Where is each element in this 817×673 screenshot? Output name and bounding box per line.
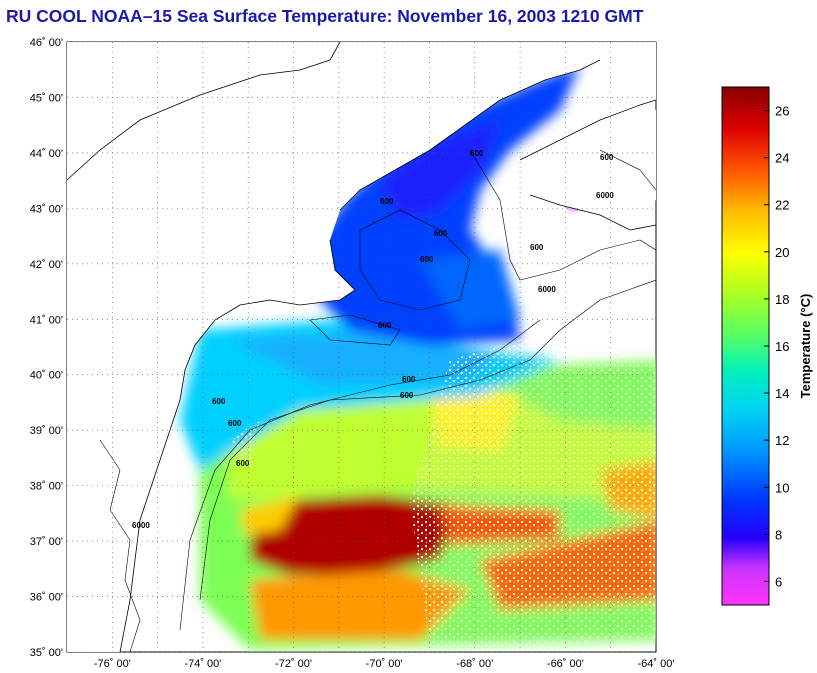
latitude-label: 42˚ 00' <box>30 259 63 271</box>
longitude-label: -68˚ 00' <box>456 658 493 670</box>
latitude-label: 35˚ 00' <box>30 647 63 659</box>
isobaths <box>179 149 656 631</box>
isobath-label: 6000 <box>132 521 150 530</box>
isobath-label: 600 <box>236 459 250 468</box>
longitude-label: -74˚ 00' <box>184 658 221 670</box>
latitude-label: 39˚ 00' <box>30 425 63 437</box>
coastlines <box>67 42 656 652</box>
sst-field <box>67 42 656 652</box>
isobath-label: 600 <box>400 391 414 400</box>
graticule <box>67 41 656 653</box>
longitude-label: -64˚ 00' <box>638 658 675 670</box>
latitude-label: 36˚ 00' <box>30 592 63 604</box>
colorbar-gradient <box>721 86 770 606</box>
isobath-label: 600 <box>402 375 416 384</box>
colorbar-tick-label: 24 <box>775 151 789 166</box>
latitude-label: 46˚ 00' <box>30 37 63 49</box>
colorbar-tick-label: 18 <box>775 292 789 307</box>
isobath-label: 6000 <box>538 285 556 294</box>
latitude-labels: 46˚ 00' 45˚ 00' 44˚ 00' 43˚ 00' 42˚ 00' 41˚ 0… <box>30 37 63 659</box>
isobath-label: 600 <box>212 397 226 406</box>
isobath-label: 600 <box>378 321 392 330</box>
colorbar-tick-label: 6 <box>775 574 782 589</box>
longitude-label: -76˚ 00' <box>94 658 131 670</box>
latitude-label: 41˚ 00' <box>30 314 63 326</box>
longitude-label: -72˚ 00' <box>275 658 312 670</box>
colorbar-label: Temperature (°C) <box>798 294 813 399</box>
colorbar-ticks: 26 24 22 20 18 16 14 12 10 8 6 <box>764 104 789 589</box>
colorbar: 26 24 22 20 18 16 14 12 10 8 6 Temperature (°C) <box>721 86 813 606</box>
longitude-labels: -76˚ 00' -74˚ 00' -72˚ 00' -70˚ 00' -68˚ 00'… <box>94 658 675 670</box>
colorbar-tick-label: 8 <box>775 527 782 542</box>
isobath-label: 600 <box>530 243 544 252</box>
colorbar-tick-label: 22 <box>775 198 789 213</box>
longitude-label: -66˚ 00' <box>547 658 584 670</box>
latitude-label: 40˚ 00' <box>30 370 63 382</box>
land-mass <box>67 42 600 652</box>
longitude-label: -70˚ 00' <box>366 658 403 670</box>
latitude-label: 43˚ 00' <box>30 203 63 215</box>
isobath-label: 600 <box>380 197 394 206</box>
isobath-labels: 600 6000 600 6000 600 600 600 600 6000 600 600 600 6… <box>132 149 614 530</box>
isobath-label: 600 <box>600 153 614 162</box>
colorbar-tick-label: 10 <box>775 480 789 495</box>
map-title: RU COOL NOAA–15 Sea Surface Temperature:… <box>6 6 644 26</box>
latitude-label: 45˚ 00' <box>30 92 63 104</box>
colorbar-tick-label: 16 <box>775 339 789 354</box>
isobath-label: 600 <box>420 255 434 264</box>
colorbar-tick-label: 26 <box>775 104 789 119</box>
isobath-label: 600 <box>434 229 448 238</box>
latitude-label: 44˚ 00' <box>30 148 63 160</box>
colorbar-tick-label: 12 <box>775 433 789 448</box>
colorbar-tick-label: 20 <box>775 245 789 260</box>
colorbar-tick-label: 14 <box>775 386 789 401</box>
isobath-label: 6000 <box>596 191 614 200</box>
latitude-label: 38˚ 00' <box>30 481 63 493</box>
isobath-label: 600 <box>470 149 484 158</box>
isobath-label: 600 <box>228 419 242 428</box>
latitude-label: 37˚ 00' <box>30 536 63 548</box>
